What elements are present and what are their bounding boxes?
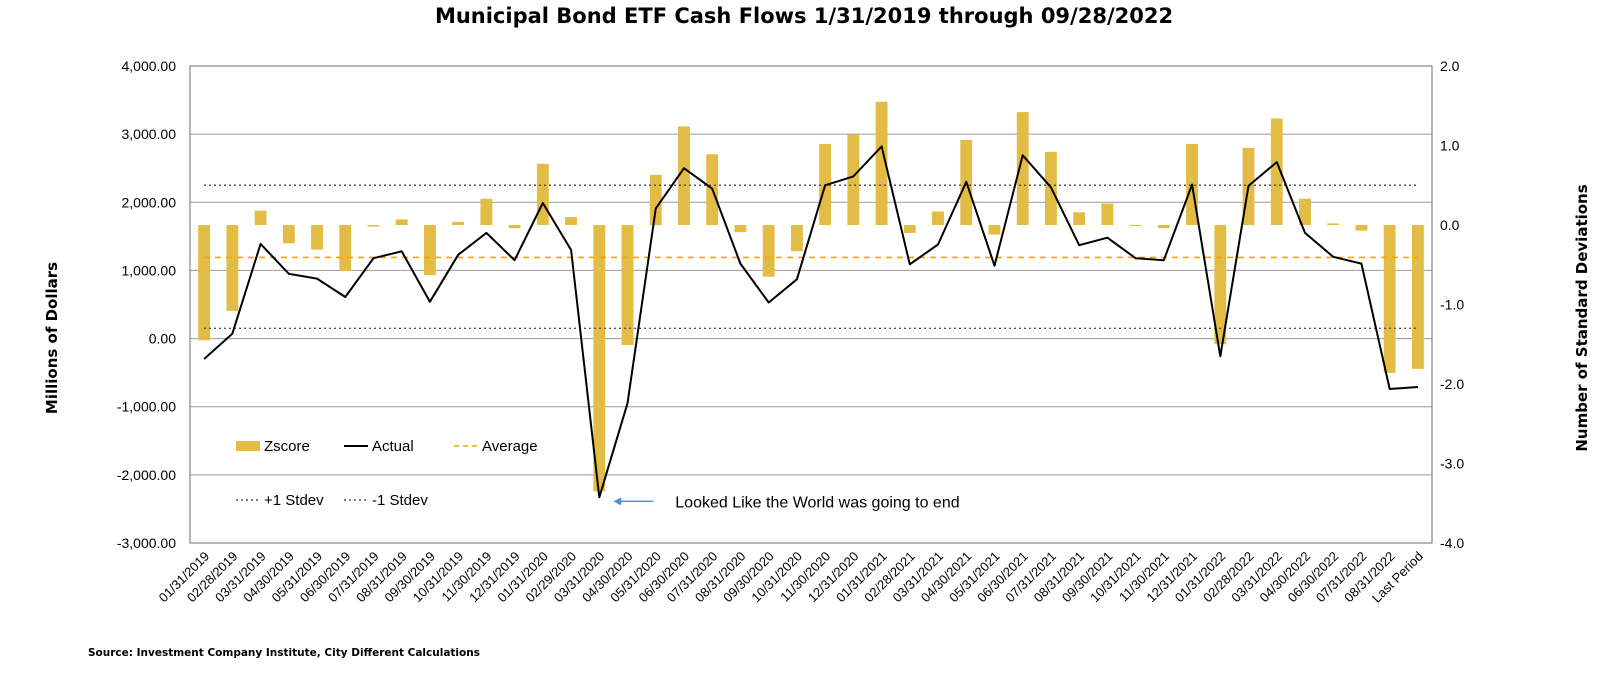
- zscore-bar: [762, 225, 775, 277]
- legend-minus-stdev-label: -1 Stdev: [372, 492, 428, 509]
- zscore-bar: [339, 225, 352, 272]
- zscore-bar: [452, 221, 465, 225]
- left-tick-label: 0.00: [149, 331, 176, 347]
- left-tick-label: -1,000.00: [117, 399, 176, 415]
- zscore-bar: [790, 225, 803, 252]
- zscore-bar: [875, 101, 888, 225]
- zscore-bar: [621, 225, 634, 346]
- zscore-bar: [1101, 203, 1114, 225]
- zscore-bar: [395, 219, 408, 225]
- chart-title: Municipal Bond ETF Cash Flows 1/31/2019 …: [434, 4, 1174, 28]
- zscore-bar: [1016, 112, 1029, 225]
- source-note: Source: Investment Company Institute, Ci…: [88, 647, 480, 659]
- zscore-bar: [1214, 225, 1227, 345]
- legend-average-label: Average: [482, 438, 538, 455]
- right-tick-label: -4.0: [1440, 535, 1464, 551]
- zscore-bar: [565, 217, 577, 225]
- right-tick-label: -3.0: [1440, 456, 1464, 472]
- axes: 4,000.00 3,000.00 2,000.00 1,000.00 0.00 -1,0…: [117, 58, 1465, 606]
- zscore-bar: [1073, 212, 1086, 225]
- left-tick-label: 4,000.00: [122, 58, 177, 74]
- zscore-bar: [311, 225, 323, 250]
- legend-plus-stdev-label: +1 Stdev: [264, 492, 324, 509]
- zscore-bar: [988, 225, 1001, 235]
- grid-lines: [190, 65, 1432, 544]
- zscore-bar: [480, 198, 493, 225]
- zscore-bar: [1299, 198, 1311, 225]
- zscore-bar: [1157, 225, 1170, 229]
- actual-line: [203, 145, 1418, 499]
- right-tick-label: 0.0: [1440, 217, 1460, 233]
- zscore-bar: [847, 134, 860, 225]
- legend: Zscore Actual Average +1 Stdev -1 Stdev: [236, 438, 538, 509]
- zscore-bar: [367, 225, 380, 227]
- zscore-bar: [903, 225, 916, 233]
- right-tick-label: 2.0: [1440, 58, 1460, 74]
- right-tick-label: -2.0: [1440, 376, 1464, 392]
- zscore-bar: [649, 174, 662, 225]
- left-tick-label: -2,000.00: [117, 467, 176, 483]
- right-tick-label: 1.0: [1440, 138, 1460, 154]
- zscore-bar: [282, 225, 295, 244]
- zscore-bar: [424, 225, 436, 276]
- zscore-bar: [508, 225, 521, 229]
- left-tick-label: -3,000.00: [117, 535, 176, 551]
- zscore-bar: [198, 225, 211, 341]
- zscore-bar: [593, 225, 606, 492]
- annotation: Looked Like the World was going to end: [613, 494, 960, 511]
- annotation-arrow-head: [613, 497, 622, 506]
- plot-border: [189, 65, 1433, 544]
- legend-actual-label: Actual: [372, 438, 414, 455]
- zscore-bar: [254, 210, 267, 225]
- actual-line-layer: [203, 145, 1418, 499]
- legend-zscore-swatch: [236, 441, 260, 451]
- annotation-text: Looked Like the World was going to end: [675, 494, 959, 511]
- left-tick-label: 1,000.00: [122, 262, 177, 278]
- left-tick-label: 2,000.00: [122, 194, 177, 210]
- zscore-bar: [1383, 225, 1396, 373]
- zscore-bar: [1270, 118, 1283, 225]
- right-tick-label: -1.0: [1440, 297, 1464, 313]
- legend-zscore-label: Zscore: [264, 438, 310, 455]
- zscore-bar: [1327, 223, 1340, 225]
- zscore-bar: [1411, 225, 1424, 369]
- zscore-bars: [198, 101, 1424, 492]
- zscore-bar: [932, 211, 944, 225]
- zscore-bar: [678, 126, 690, 225]
- zscore-bar: [734, 225, 747, 233]
- zscore-bar: [226, 225, 239, 311]
- left-tick-label: 3,000.00: [122, 126, 177, 142]
- zscore-bar: [1355, 225, 1368, 231]
- zscore-bar: [1129, 225, 1142, 226]
- zscore-bar: [536, 163, 549, 225]
